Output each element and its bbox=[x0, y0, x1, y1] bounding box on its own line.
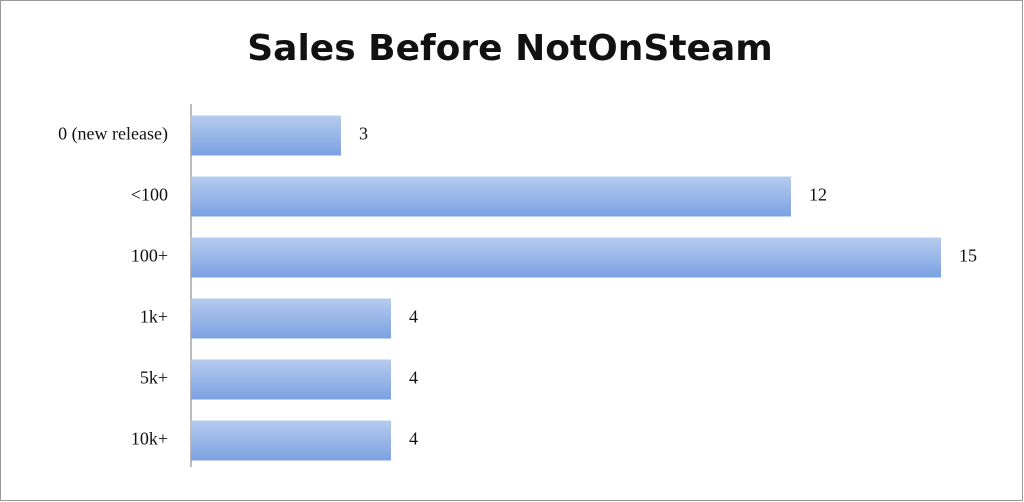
data-label: 4 bbox=[409, 368, 418, 388]
bar-shine bbox=[191, 115, 341, 156]
bar-shine bbox=[191, 420, 391, 461]
y-tick-label: <100 bbox=[131, 185, 168, 205]
data-label: 12 bbox=[809, 185, 827, 205]
y-tick-label: 5k+ bbox=[140, 368, 168, 388]
bar-shine bbox=[191, 176, 791, 217]
bar-shine bbox=[191, 237, 941, 278]
chart-title: Sales Before NotOnSteam bbox=[247, 28, 773, 69]
data-label: 4 bbox=[409, 429, 418, 449]
y-tick-label: 100+ bbox=[131, 246, 168, 266]
y-tick-label: 0 (new release) bbox=[58, 124, 168, 145]
bar-shine bbox=[191, 298, 391, 339]
y-tick-label: 1k+ bbox=[140, 307, 168, 327]
data-label: 4 bbox=[409, 307, 418, 327]
data-label: 15 bbox=[959, 246, 977, 266]
bar-shine bbox=[191, 359, 391, 400]
data-label: 3 bbox=[359, 124, 368, 144]
y-tick-label: 10k+ bbox=[131, 429, 168, 449]
